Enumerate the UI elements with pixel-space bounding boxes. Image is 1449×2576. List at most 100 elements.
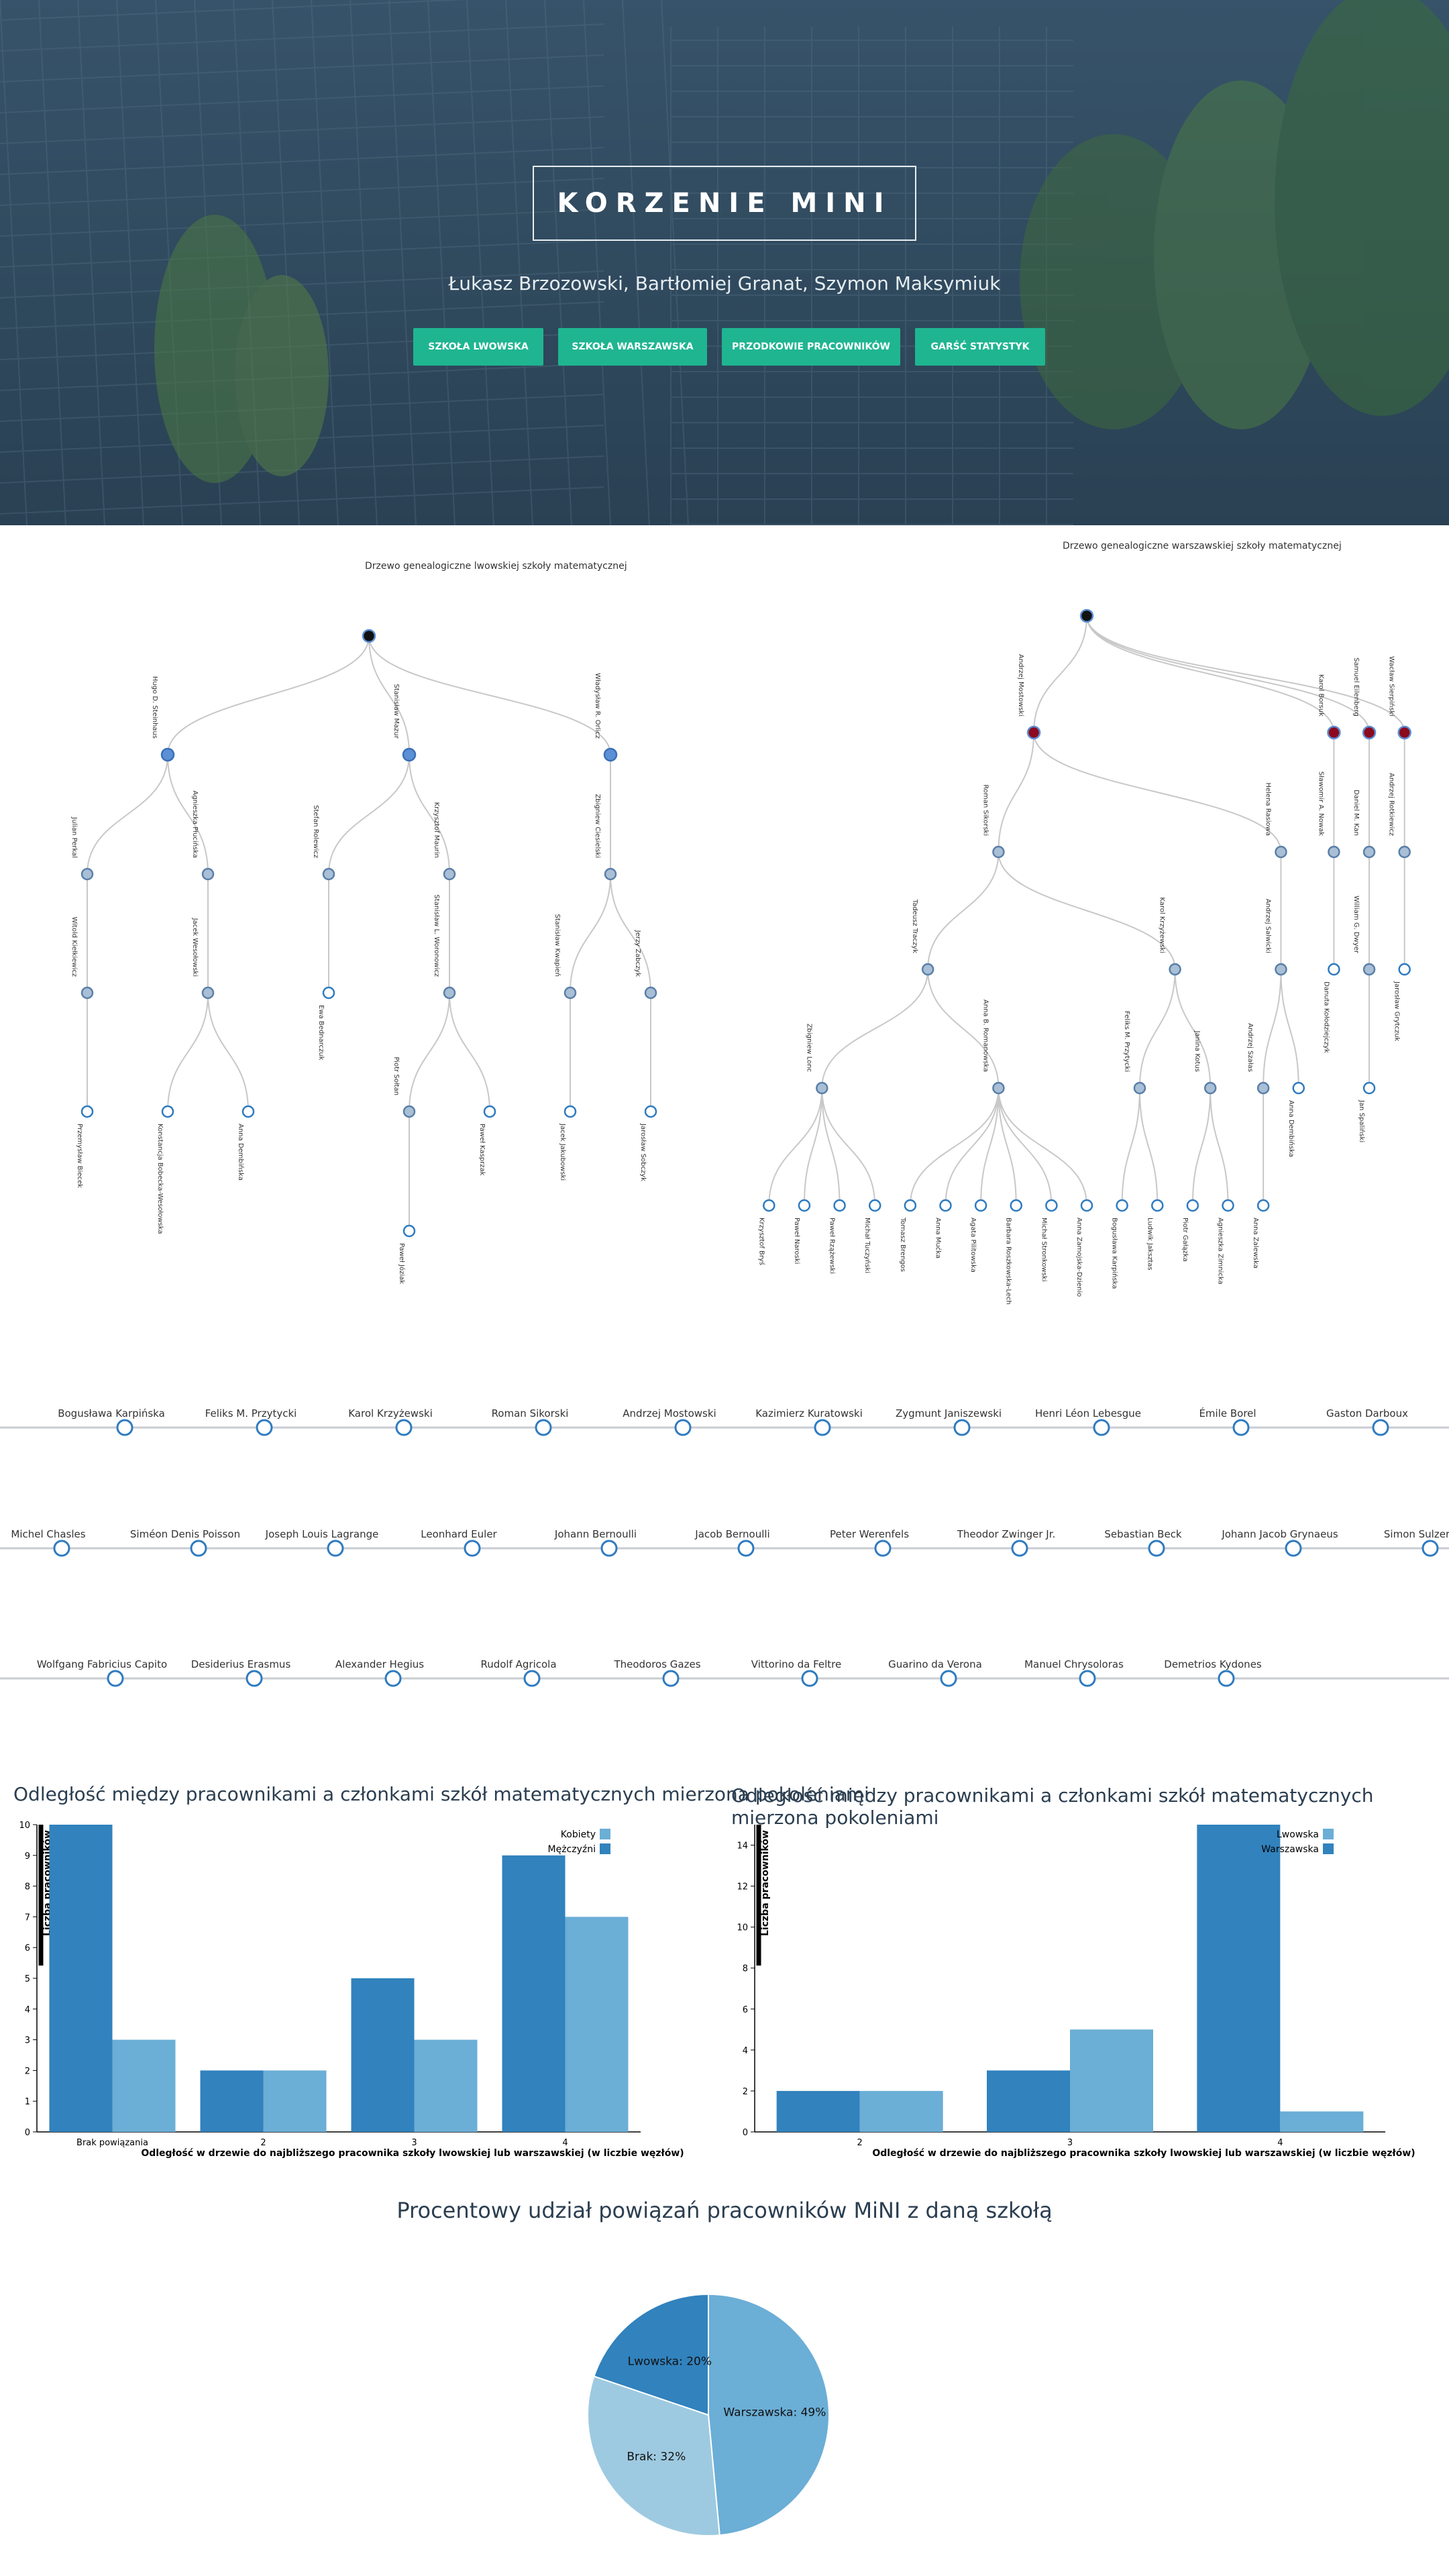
- tree-node: [1079, 608, 1094, 623]
- node-label-samuel-eilenberg: Samuel Eilenberg: [1352, 657, 1360, 716]
- node-label-ludwik-jaksztas: Ludwik Jaksztas: [1146, 1218, 1153, 1271]
- statistics-button[interactable]: GARŚĆ STATYSTYK: [915, 328, 1045, 366]
- bar-lwowska-3: [1070, 2029, 1153, 2132]
- chain-node: [600, 1540, 618, 1557]
- pie-chart: Warszawska: 49% Brak: 32% Lwowska: 20%: [587, 2293, 830, 2536]
- chart2-title: Odległość między pracownikami a członkam…: [731, 1784, 1374, 1829]
- tree-node: [939, 1199, 952, 1212]
- tree-link: [1033, 615, 1087, 733]
- tree-node: [564, 1105, 577, 1118]
- tree-link: [1086, 615, 1371, 733]
- chain-label-wolfgang-fabricius-capito: Wolfgang Fabricius Capito: [37, 1658, 167, 1670]
- node-label-piotr-so-tan: Piotr Sołtan: [392, 1057, 400, 1095]
- bar-lwowska-4: [1280, 2111, 1364, 2132]
- tree-node: [1045, 1199, 1058, 1212]
- tree-node: [362, 629, 376, 643]
- tree-link: [207, 992, 249, 1112]
- chain-label-leonhard-euler: Leonhard Euler: [421, 1528, 497, 1540]
- chain-label-michel-chasles: Michel Chasles: [11, 1528, 85, 1540]
- tree-node: [80, 867, 94, 881]
- tree-node: [443, 867, 456, 881]
- y-tick-label: 1: [25, 2097, 30, 2107]
- tree-link: [821, 1087, 841, 1206]
- node-label-s-awomir-a-nowak: Sławomir A. Nowak: [1317, 771, 1324, 836]
- node-label-krzysztof-maurin: Krzysztof Maurin: [433, 802, 440, 858]
- tree-node: [1328, 963, 1340, 976]
- node-label-pawe-joziak: Paweł Józiak: [398, 1243, 406, 1284]
- ancestors-button[interactable]: PRZODKOWIE PRACOWNIKÓW: [722, 328, 900, 366]
- tree-node: [241, 1105, 255, 1118]
- y-tick-label: 6: [743, 2005, 748, 2015]
- chain-node: [523, 1670, 541, 1687]
- bar-warszawska-2: [776, 2090, 860, 2132]
- chain-label-guarino-da-verona: Guarino da Verona: [888, 1658, 982, 1670]
- node-label-anna-mucka: Anna Mućka: [934, 1218, 942, 1258]
- tree-link: [610, 873, 651, 994]
- node-label-danuta-ko-odziejczyk: Danuta Kołodziejczyk: [1322, 981, 1330, 1053]
- y-tick-label: 10: [19, 1821, 30, 1831]
- ancestor-chain: Bogusława Karpińska Feliks M. Przytycki Ka…: [0, 1407, 1449, 1687]
- tree-link: [1138, 1087, 1159, 1206]
- chain-label-roman-sikorski: Roman Sikorski: [492, 1407, 569, 1419]
- node-label-piotr-ga-azka: Piotr Gałązka: [1181, 1218, 1189, 1262]
- chain-node: [814, 1419, 831, 1436]
- x-axis-label: Odległość w drzewie do najbliższego prac…: [872, 2148, 1415, 2159]
- node-label-zbigniew-lonc: Zbigniew Lonc: [805, 1024, 812, 1072]
- chain-node: [53, 1540, 70, 1557]
- pie-label-brak: Brak: 32%: [627, 2450, 686, 2463]
- tree-link: [803, 1087, 823, 1206]
- node-label-agnieszka-zimnicka: Agnieszka Zimnicka: [1217, 1218, 1224, 1285]
- chain-node: [395, 1419, 413, 1436]
- node-label-wac-aw-sierpinski: Wacław Sierpiński: [1388, 656, 1396, 716]
- chain-node: [737, 1540, 755, 1557]
- tree-node: [1292, 1081, 1305, 1095]
- pie-label-warszawska: Warszawska: 49%: [723, 2406, 826, 2419]
- x-tick-label: 2: [857, 2138, 863, 2148]
- node-label-jacek-jakubowski: Jacek Jakubowski: [559, 1123, 566, 1181]
- y-tick-label: 0: [743, 2128, 748, 2138]
- lwow-tree: Przemysław Biecek Witold Kiełkiewicz Julia…: [70, 629, 657, 1284]
- legend: Kobiety Mężczyźni: [548, 1829, 610, 1855]
- node-label-anna-dembinska: Anna Dembińska: [237, 1124, 245, 1181]
- node-label-stefan-rolewicz: Stefan Rolewicz: [312, 805, 319, 858]
- chain-label-theodor-zwinger-jr: Theodor Zwinger Jr.: [957, 1528, 1056, 1540]
- tree-link: [909, 1087, 1000, 1206]
- tree-node: [443, 986, 456, 1000]
- node-label-stanis-aw-kwapien: Stanisław Kwapień: [553, 914, 561, 977]
- chain-node: [1148, 1540, 1165, 1557]
- bar-mezczyzni-2: [200, 2070, 264, 2132]
- legend: Lwowska Warszawska: [1261, 1829, 1334, 1855]
- node-label-w-adys-aw-r-orlicz: Władysław R. Orlicz: [594, 673, 601, 739]
- tree-link: [980, 1087, 1000, 1206]
- tree-link: [1121, 1087, 1140, 1206]
- tree-node: [974, 1199, 987, 1212]
- legend-label-lwowska: Lwowska: [1277, 1829, 1319, 1840]
- tree-link: [368, 635, 410, 755]
- bar-mezczyzni-4: [502, 1855, 566, 2132]
- lwow-school-button[interactable]: SZKOŁA LWOWSKA: [413, 328, 543, 366]
- chain-node: [327, 1540, 344, 1557]
- tree-link: [1191, 1087, 1212, 1206]
- bar-mezczyzni-3: [351, 1978, 415, 2132]
- chain-node: [107, 1670, 124, 1687]
- chain-node: [535, 1419, 552, 1436]
- tree-node: [322, 867, 335, 881]
- tree-node: [1203, 1081, 1217, 1095]
- lwow-nodes: Przemysław Biecek Witold Kiełkiewicz Julia…: [70, 629, 657, 1284]
- tree-node: [1275, 845, 1287, 859]
- warsaw-school-button[interactable]: SZKOŁA WARSZAWSKA: [558, 328, 707, 366]
- y-tick-label: 4: [25, 2005, 30, 2015]
- tree-node: [1256, 1081, 1270, 1095]
- node-label-janina-kotus: Janina Kotus: [1193, 1030, 1201, 1072]
- chain-label-andrzej-mostowski: Andrzej Mostowski: [623, 1407, 716, 1419]
- hero-banner: KORZENIE MINI Łukasz Brzozowski, Bartłom…: [0, 0, 1449, 525]
- tree-link: [1033, 732, 1282, 853]
- y-tick-label: 6: [25, 1943, 30, 1953]
- y-tick-label: 2: [25, 2066, 30, 2076]
- node-label-pawe-naroski: Paweł Naroski: [793, 1218, 800, 1264]
- tree-node: [1256, 1199, 1270, 1212]
- tree-node: [1116, 1199, 1128, 1212]
- chain-node: [674, 1419, 692, 1436]
